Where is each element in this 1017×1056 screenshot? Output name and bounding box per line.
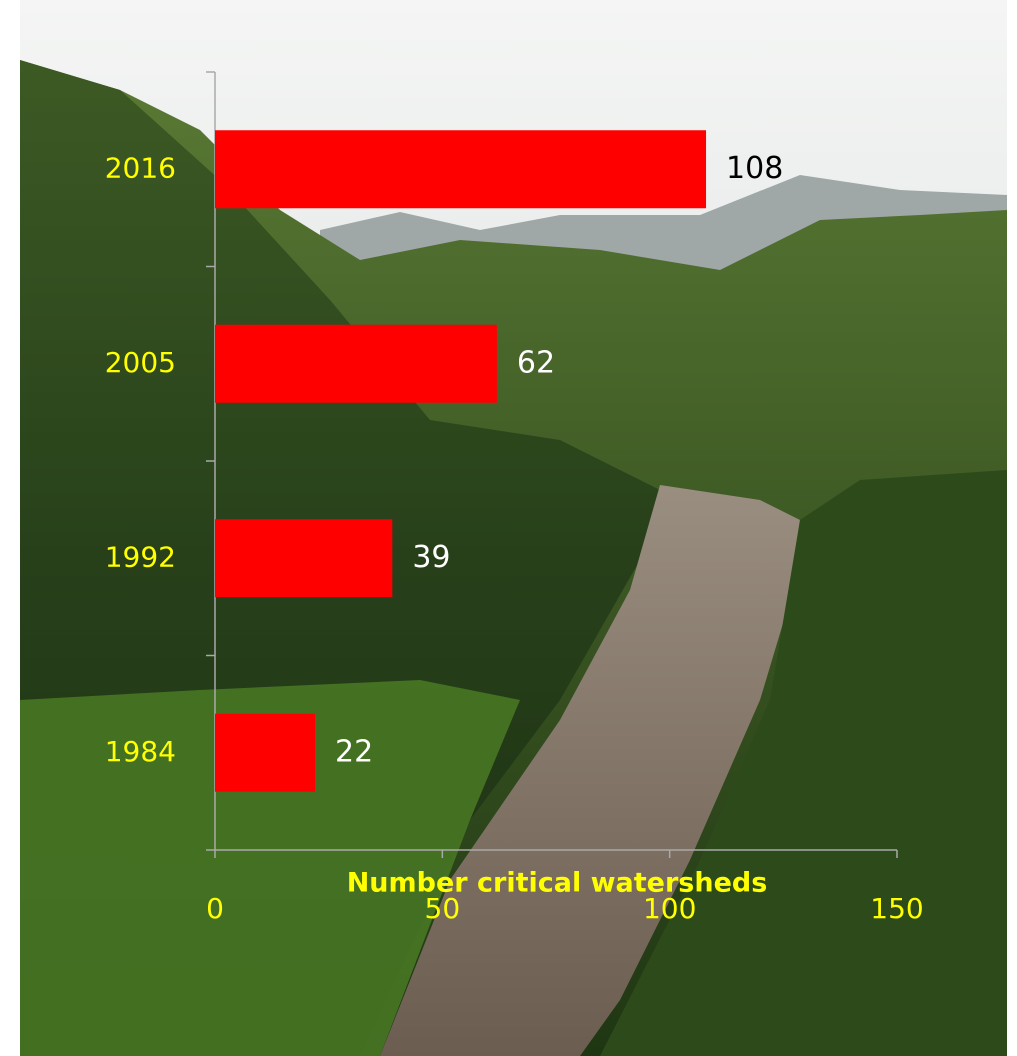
x-tick-label: 0	[206, 892, 224, 925]
y-tick-label: 1984	[105, 735, 176, 768]
value-label: 108	[726, 151, 783, 186]
y-tick-label: 2016	[105, 151, 176, 184]
x-tick-label: 150	[870, 892, 923, 925]
value-label: 62	[517, 345, 555, 380]
y-tick-label: 1992	[105, 540, 176, 573]
bar	[215, 713, 316, 792]
x-axis-title: Number critical watersheds	[347, 868, 768, 899]
y-tick-label: 2005	[105, 346, 176, 379]
x-tick-label: 50	[425, 892, 461, 925]
x-tick-label: 100	[643, 892, 696, 925]
value-label: 22	[335, 734, 373, 769]
bar	[215, 130, 707, 209]
value-label: 39	[412, 540, 450, 575]
bar	[215, 519, 393, 598]
bar	[215, 324, 497, 403]
